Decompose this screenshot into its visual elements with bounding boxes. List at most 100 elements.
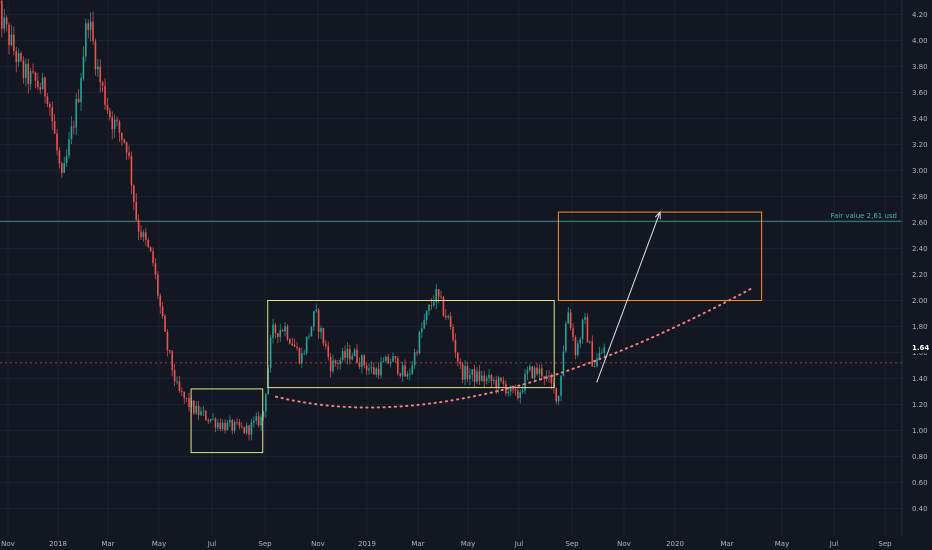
candles [0,0,606,441]
candle-body [481,375,483,381]
x-tick-label: Nov [311,540,325,548]
candle-body [382,361,385,363]
candle-body [226,422,229,431]
candle-body [169,349,171,352]
candle-body [380,362,382,376]
candle-body [145,232,147,241]
candle-body [351,356,354,360]
target-arrow[interactable] [596,211,661,383]
candle-body [173,370,176,382]
candle-body [365,365,368,371]
candle-body [533,367,536,379]
y-tick-label: 4.00 [912,37,928,45]
candle-body [123,139,126,143]
range-box[interactable] [267,300,555,389]
y-tick-label: 2.40 [912,245,928,253]
candle-body [435,289,438,303]
candle-body [440,296,442,298]
candle-body [260,416,262,426]
candle-body [183,392,186,398]
candle-body [142,232,145,238]
candle-body [181,390,183,393]
candle-body [579,339,582,344]
x-tick-label: Nov [1,540,15,548]
candle-body [387,356,390,364]
candle-body [75,98,78,128]
candle-body [325,343,327,347]
candle-body [305,336,308,354]
price-axis[interactable]: 4.20 4.00 3.80 3.60 3.40 3.20 3.00 2.80 2.60 2.40… [912,11,928,513]
y-tick-label: 0.60 [912,479,928,487]
candle-body [421,328,423,333]
candle-body [567,312,570,324]
candle-body [171,351,174,371]
candle-body [521,390,524,393]
candle-body [267,368,270,395]
candle-body [291,343,294,346]
candle-body [459,361,462,365]
y-tick-label: 2.80 [912,193,928,201]
candle-body [413,352,416,366]
candle-body [373,367,375,375]
candle-body [229,420,231,423]
last-price-badge [904,341,931,354]
candle-body [243,426,246,434]
candle-body [392,356,394,362]
candle-body [80,78,82,103]
candle-body [334,360,337,364]
x-tick-label: Sep [878,540,892,548]
candle-body [394,356,397,359]
range-box[interactable] [190,388,264,454]
candle-body [293,345,296,347]
target-box[interactable] [557,211,763,302]
candle-body [317,309,320,332]
candle-body [449,316,452,327]
candle-body [289,339,291,344]
rounding-bottom-curve[interactable] [275,286,755,409]
candle-body [524,373,526,391]
candle-body [56,133,58,151]
candle-body [569,312,572,329]
x-tick-label: 2019 [358,540,376,548]
candle-body [471,369,474,376]
candle-body [248,425,250,435]
y-tick-label: 3.40 [912,115,928,123]
candle-body [185,397,188,399]
candle-body [341,351,344,360]
candle-body [238,422,241,427]
x-tick-label: 2020 [666,540,684,548]
time-axis[interactable]: Nov 2018 Mar May Jul Sep Nov 2019 Mar May Jul Sep No… [1,540,892,548]
candle-body [27,63,30,84]
candle-body [257,416,260,426]
candle-body [92,21,94,42]
candle-body [89,21,92,30]
candle-body [596,358,598,367]
candle-body [423,320,426,329]
last-price-label: 1.64 [912,344,929,352]
candle-body [224,422,226,431]
candle-body [61,163,63,173]
candle-body [404,365,406,377]
candle-body [452,326,454,341]
arrow-head-icon [654,210,661,220]
candle-body [32,71,34,73]
candle-body [416,352,418,354]
candle-body [577,343,579,356]
candle-body [493,380,495,382]
candle-body [22,60,25,78]
candle-body [526,370,529,374]
candle-body [466,366,469,379]
candle-body [10,34,13,46]
candle-body [377,368,380,376]
y-tick-label: 2.20 [912,271,928,279]
candle-body [349,348,351,360]
candle-body [279,330,282,338]
candle-body [113,119,116,130]
x-tick-label: May [461,540,475,548]
candle-body [337,363,339,365]
candle-body [286,326,289,340]
x-tick-label: Mar [101,540,114,548]
candle-body [433,302,435,306]
candle-body [322,328,325,344]
